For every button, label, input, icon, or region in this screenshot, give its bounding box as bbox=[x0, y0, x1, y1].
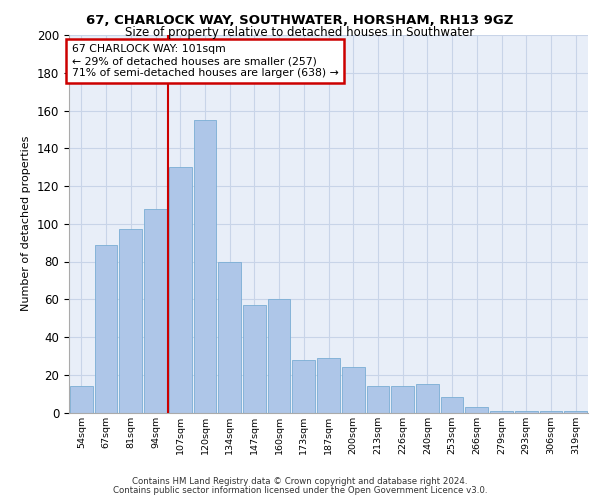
Bar bbox=[416, 384, 439, 412]
Bar bbox=[466, 407, 488, 412]
Bar bbox=[243, 305, 266, 412]
Bar bbox=[539, 410, 562, 412]
Bar bbox=[342, 367, 365, 412]
Bar bbox=[144, 208, 167, 412]
Bar bbox=[218, 262, 241, 412]
Bar bbox=[441, 398, 463, 412]
Text: 67 CHARLOCK WAY: 101sqm
← 29% of detached houses are smaller (257)
71% of semi-d: 67 CHARLOCK WAY: 101sqm ← 29% of detache… bbox=[71, 44, 338, 78]
Bar bbox=[391, 386, 414, 412]
Text: 67, CHARLOCK WAY, SOUTHWATER, HORSHAM, RH13 9GZ: 67, CHARLOCK WAY, SOUTHWATER, HORSHAM, R… bbox=[86, 14, 514, 27]
Y-axis label: Number of detached properties: Number of detached properties bbox=[22, 136, 31, 312]
Bar bbox=[95, 244, 118, 412]
Bar bbox=[292, 360, 315, 412]
Bar bbox=[367, 386, 389, 412]
Text: Contains HM Land Registry data © Crown copyright and database right 2024.: Contains HM Land Registry data © Crown c… bbox=[132, 477, 468, 486]
Bar bbox=[194, 120, 216, 412]
Bar bbox=[317, 358, 340, 412]
Bar bbox=[564, 410, 587, 412]
Bar bbox=[515, 410, 538, 412]
Text: Contains public sector information licensed under the Open Government Licence v3: Contains public sector information licen… bbox=[113, 486, 487, 495]
Bar bbox=[268, 299, 290, 412]
Bar bbox=[169, 167, 191, 412]
Bar bbox=[490, 410, 513, 412]
Bar bbox=[70, 386, 93, 412]
Bar bbox=[119, 230, 142, 412]
Text: Size of property relative to detached houses in Southwater: Size of property relative to detached ho… bbox=[125, 26, 475, 39]
